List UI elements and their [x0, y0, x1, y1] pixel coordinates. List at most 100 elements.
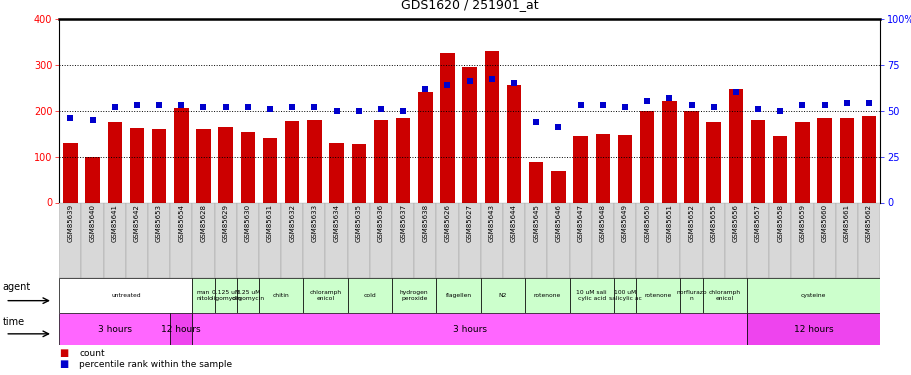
Point — [284, 104, 299, 110]
Text: GSM85656: GSM85656 — [732, 204, 738, 242]
Point — [728, 89, 742, 95]
Text: GSM85633: GSM85633 — [311, 204, 317, 242]
Point — [839, 100, 854, 106]
Bar — [192, 278, 214, 313]
Text: GSM85646: GSM85646 — [555, 204, 561, 242]
Point — [640, 99, 654, 105]
Point — [151, 102, 166, 108]
Point — [861, 100, 875, 106]
Text: GSM85655: GSM85655 — [710, 204, 716, 242]
Bar — [525, 278, 568, 313]
Point — [107, 104, 122, 110]
Text: ■: ■ — [59, 359, 68, 369]
Bar — [857, 202, 879, 278]
Bar — [750, 120, 764, 202]
Bar — [680, 278, 701, 313]
Text: GSM85652: GSM85652 — [688, 204, 694, 242]
Point — [218, 104, 232, 110]
Text: N2: N2 — [498, 293, 507, 298]
Point — [329, 108, 343, 114]
Point — [262, 106, 277, 112]
Bar — [728, 88, 742, 202]
Bar — [219, 127, 232, 202]
Bar — [370, 202, 392, 278]
Bar — [59, 313, 170, 345]
Bar — [791, 202, 813, 278]
Bar — [550, 171, 565, 202]
Text: 10 uM sali
cylic acid: 10 uM sali cylic acid — [576, 290, 607, 300]
Text: GSM85636: GSM85636 — [377, 204, 384, 242]
Bar — [192, 313, 746, 345]
Text: 3 hours: 3 hours — [452, 324, 486, 334]
Point — [507, 80, 521, 86]
Bar — [241, 132, 255, 202]
Text: GSM85629: GSM85629 — [222, 204, 229, 242]
Text: GDS1620 / 251901_at: GDS1620 / 251901_at — [401, 0, 537, 11]
Point — [129, 102, 144, 108]
Text: GSM85627: GSM85627 — [466, 204, 472, 242]
Text: cysteine: cysteine — [800, 293, 825, 298]
Bar — [617, 135, 631, 202]
Bar — [63, 143, 77, 202]
Bar — [374, 120, 388, 202]
Text: 100 uM
salicylic ac: 100 uM salicylic ac — [608, 290, 640, 300]
Point — [773, 108, 787, 114]
Bar — [152, 129, 166, 203]
Text: chitin: chitin — [272, 293, 289, 298]
Bar — [170, 313, 192, 345]
Text: 12 hours: 12 hours — [793, 324, 833, 334]
Text: time: time — [3, 317, 25, 327]
Bar — [480, 202, 502, 278]
Text: GSM85654: GSM85654 — [178, 204, 184, 242]
Bar — [347, 278, 392, 313]
Bar — [547, 202, 568, 278]
Bar — [724, 202, 746, 278]
Text: rotenone: rotenone — [533, 293, 560, 298]
Point — [661, 95, 676, 101]
Text: GSM85630: GSM85630 — [244, 204, 251, 242]
Bar — [640, 111, 654, 202]
Bar — [746, 202, 768, 278]
Bar — [568, 202, 591, 278]
Text: GSM85626: GSM85626 — [444, 204, 450, 242]
Bar — [392, 278, 436, 313]
Text: GSM85645: GSM85645 — [533, 204, 538, 242]
Bar — [502, 202, 525, 278]
Bar — [458, 202, 480, 278]
Text: GSM85648: GSM85648 — [599, 204, 605, 242]
Point — [528, 118, 543, 124]
Bar — [839, 117, 853, 202]
Bar — [768, 202, 791, 278]
Point — [816, 102, 831, 108]
Text: GSM85651: GSM85651 — [666, 204, 671, 242]
Text: GSM85628: GSM85628 — [200, 204, 206, 242]
Point — [550, 124, 565, 130]
Bar — [59, 278, 192, 313]
Bar — [347, 202, 370, 278]
Bar — [214, 278, 237, 313]
Bar — [773, 136, 786, 202]
Text: flagellen: flagellen — [445, 293, 471, 298]
Bar — [573, 136, 588, 202]
Text: GSM85644: GSM85644 — [510, 204, 517, 242]
Bar — [436, 202, 458, 278]
Point — [374, 106, 388, 112]
Point — [241, 104, 255, 110]
Bar — [259, 278, 303, 313]
Text: agent: agent — [3, 282, 31, 292]
Text: count: count — [79, 349, 105, 358]
Point — [307, 104, 322, 110]
Text: GSM85641: GSM85641 — [112, 204, 118, 242]
Bar — [683, 111, 698, 202]
Text: GSM85657: GSM85657 — [754, 204, 761, 242]
Text: GSM85650: GSM85650 — [643, 204, 650, 242]
Bar — [214, 202, 237, 278]
Text: GSM85661: GSM85661 — [843, 204, 849, 242]
Bar — [148, 202, 170, 278]
Text: percentile rank within the sample: percentile rank within the sample — [79, 360, 232, 369]
Text: GSM85649: GSM85649 — [621, 204, 628, 242]
Point — [417, 86, 432, 92]
Text: GSM85634: GSM85634 — [333, 204, 339, 242]
Text: GSM85639: GSM85639 — [67, 204, 73, 242]
Point — [706, 104, 721, 110]
